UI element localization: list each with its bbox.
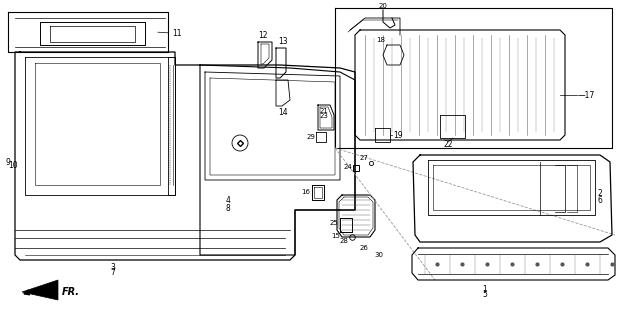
Text: —17: —17	[578, 91, 595, 100]
Text: 18: 18	[376, 37, 385, 43]
Text: 27: 27	[359, 155, 368, 161]
Text: 7: 7	[111, 268, 116, 277]
Text: 10: 10	[8, 161, 18, 170]
Text: 14: 14	[278, 108, 288, 117]
Text: 30: 30	[374, 252, 383, 258]
Text: 9: 9	[5, 157, 10, 166]
Text: 12: 12	[258, 31, 268, 40]
Text: 11: 11	[172, 28, 181, 37]
Polygon shape	[22, 280, 58, 300]
Text: 21: 21	[320, 108, 329, 114]
Text: 29: 29	[306, 134, 315, 140]
Text: 25: 25	[329, 220, 338, 226]
Text: 24: 24	[343, 164, 352, 170]
Text: 15: 15	[331, 233, 340, 239]
Text: 16: 16	[301, 189, 310, 195]
Text: 2: 2	[598, 188, 602, 197]
Text: 23: 23	[320, 113, 329, 119]
Text: 22: 22	[443, 140, 452, 149]
Text: 8: 8	[226, 204, 231, 212]
Text: 1: 1	[482, 285, 488, 294]
Text: 4: 4	[226, 196, 231, 204]
Text: FR.: FR.	[62, 287, 80, 297]
Text: 28: 28	[339, 238, 348, 244]
Text: 26: 26	[360, 245, 369, 251]
Text: 5: 5	[482, 290, 488, 299]
Text: 20: 20	[379, 3, 388, 9]
Text: 13: 13	[278, 37, 288, 46]
Text: 19: 19	[393, 131, 402, 140]
Text: 6: 6	[598, 196, 603, 204]
Text: 3: 3	[111, 263, 116, 272]
